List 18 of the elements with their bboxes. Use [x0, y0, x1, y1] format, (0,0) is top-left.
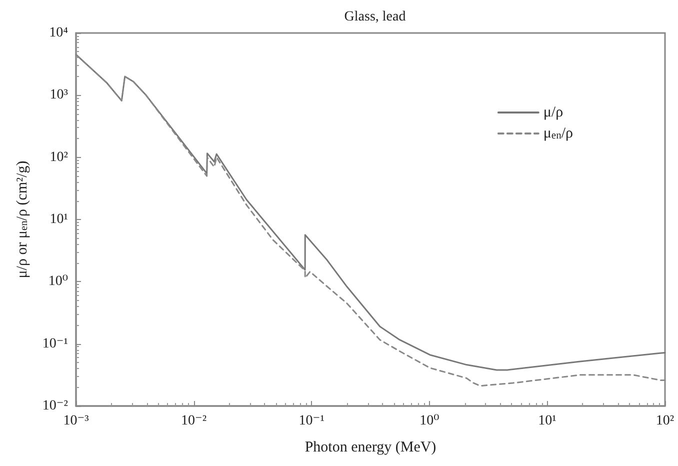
y-tick-label: 10¹: [50, 212, 68, 227]
y-tick-label: 10⁻¹: [42, 336, 68, 352]
x-tick-label: 10⁻¹: [298, 414, 324, 428]
y-axis-title: μ/ρ or μen/ρ (cm²/g): [14, 160, 30, 278]
legend-label: μen/ρ: [543, 126, 574, 142]
x-axis-title: Photon energy (MeV): [304, 440, 436, 456]
x-tick-label: 10⁻³: [63, 414, 89, 428]
x-tick-label: 10¹: [538, 414, 556, 428]
x-tick-label: 10²: [656, 414, 674, 428]
x-tick-label: 10⁰: [420, 414, 440, 428]
y-tick-label: 10²: [50, 150, 68, 165]
chart-title: Glass, lead: [344, 10, 406, 24]
y-tick-label: 10⁰: [48, 274, 68, 290]
x-tick-label: 10⁻²: [181, 414, 207, 428]
legend-label: μ/ρ: [543, 104, 564, 120]
y-tick-label: 10⁴: [49, 26, 68, 40]
y-tick-label: 10³: [50, 88, 68, 103]
y-tick-label: 10⁻²: [42, 398, 68, 414]
